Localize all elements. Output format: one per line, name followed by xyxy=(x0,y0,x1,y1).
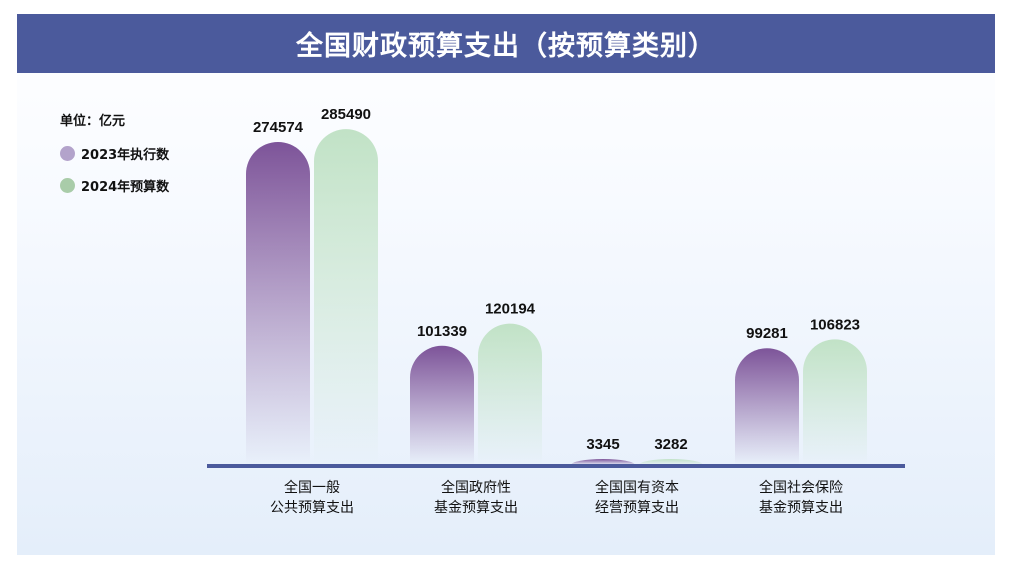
legend-swatch-purple xyxy=(60,146,75,161)
legend-item-2024: 2024年预算数 xyxy=(60,176,169,195)
legend-swatch-green xyxy=(60,178,75,193)
bar xyxy=(639,459,703,465)
bar xyxy=(246,142,310,465)
category-label: 全国一般 公共预算支出 xyxy=(270,480,354,516)
bar xyxy=(735,348,799,465)
bar xyxy=(803,339,867,465)
unit-label: 单位：亿元 xyxy=(60,114,126,129)
bar xyxy=(410,345,474,465)
data-label: 285490 xyxy=(321,106,371,123)
data-label: 3282 xyxy=(654,436,687,453)
bar xyxy=(314,129,378,466)
category-label: 全国国有资本 经营预算支出 xyxy=(595,480,679,516)
category-label: 全国社会保险 基金预算支出 xyxy=(759,480,843,516)
x-axis-line xyxy=(207,464,905,468)
bar xyxy=(478,323,542,465)
legend-item-2023: 2023年执行数 xyxy=(60,144,169,163)
chart-title: 全国财政预算支出（按预算类别） xyxy=(17,14,995,73)
category-label: 全国政府性 基金预算支出 xyxy=(434,480,518,516)
data-label: 101339 xyxy=(417,323,467,340)
data-label: 274574 xyxy=(253,119,304,136)
bar xyxy=(571,459,635,465)
legend-label: 2023年执行数 xyxy=(81,148,170,163)
data-label: 99281 xyxy=(746,325,788,342)
data-label: 3345 xyxy=(586,436,619,453)
data-label: 106823 xyxy=(810,316,860,333)
data-label: 120194 xyxy=(485,301,536,318)
legend-label: 2024年预算数 xyxy=(81,180,170,195)
